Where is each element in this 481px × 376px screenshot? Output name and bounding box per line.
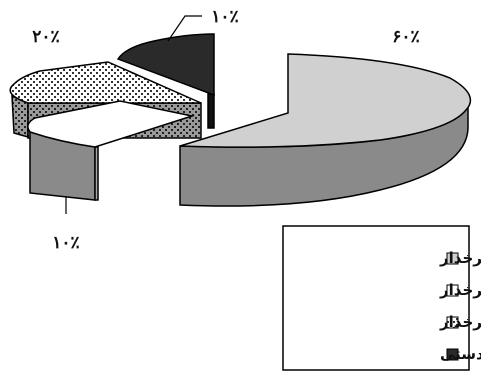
pie-slice-top (179, 53, 472, 148)
legend-item-bin-carts: ظروف BIN چرخدار (439, 313, 481, 332)
pie-slice-top (116, 33, 215, 97)
legend-box (282, 225, 470, 371)
legend-swatch (446, 316, 459, 329)
legend-label: ترولی چرخدار (439, 249, 481, 268)
pie-slice-side (207, 93, 215, 129)
pie-slice-trolley (179, 53, 472, 207)
pie-slice-manual (116, 33, 215, 129)
pct-label-manual: ۱۰٪ (211, 7, 238, 27)
legend-label: ظروف BIN چرخدار (439, 313, 481, 332)
legend-label: گاری های چرخدار (439, 281, 481, 300)
leader-line (167, 15, 202, 42)
pie-slice-wheeled-carts (27, 100, 195, 201)
pct-label-trolley: ۶۰٪ (392, 27, 419, 47)
legend: ترولی چرخدار گاری های چرخدار ظروف BIN چر… (282, 225, 481, 371)
legend-swatch (446, 252, 459, 265)
pie-slice-top (9, 61, 202, 104)
legend-swatch (446, 348, 459, 361)
pie-slice-top (27, 100, 195, 148)
legend-label: به صورت دستی (440, 345, 481, 363)
legend-swatch (446, 284, 459, 297)
legend-item-manual: به صورت دستی (440, 345, 481, 363)
legend-item-trolley: ترولی چرخدار (439, 249, 481, 268)
legend-item-wheeled-carts: گاری های چرخدار (439, 281, 481, 300)
pct-label-wheeled-carts: ۱۰٪ (52, 233, 79, 253)
pct-label-bin-carts: ۲۰٪ (32, 27, 59, 47)
pie-slice-side (94, 146, 99, 201)
